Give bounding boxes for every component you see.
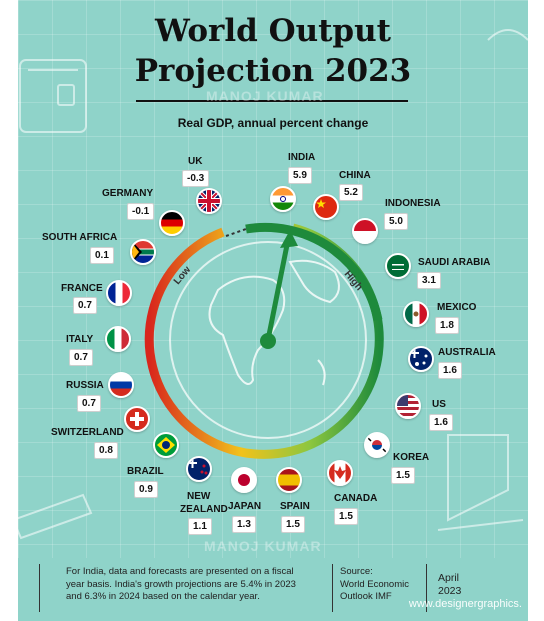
country-name: CANADA xyxy=(334,493,378,504)
notebook-sketch xyxy=(19,59,87,133)
poster: World Output Projection 2023 MANOJ KUMAR… xyxy=(18,0,528,621)
canada-flag-icon xyxy=(327,460,353,486)
country-value: 5.0 xyxy=(384,213,408,230)
uk-flag-icon xyxy=(196,188,222,214)
country-value: 5.2 xyxy=(339,184,363,201)
title-line-2: Projection 2023 xyxy=(134,53,412,89)
country-name: JAPAN xyxy=(228,501,262,512)
title-underline xyxy=(136,100,408,102)
country-value: -0.3 xyxy=(182,170,210,187)
country-name: UK xyxy=(188,156,203,167)
country-value: 0.7 xyxy=(69,349,93,366)
country-name: SAUDI ARABIA xyxy=(418,257,491,268)
indonesia-flag-icon xyxy=(352,218,378,244)
country-value: 1.3 xyxy=(232,516,256,533)
new-zealand-flag-icon xyxy=(186,456,212,482)
footer-note-line-1: For India, data and forecasts are presen… xyxy=(66,566,294,577)
footer-date-year: 2023 xyxy=(438,584,462,597)
decorative-sketches xyxy=(18,29,528,540)
country-name: SPAIN xyxy=(280,501,310,512)
footer-note-line-2: year basis. India's growth projections a… xyxy=(66,578,296,590)
country-name: SOUTH AFRICA xyxy=(42,232,118,243)
gauge: Low High xyxy=(144,222,384,459)
country-name: RUSSIA xyxy=(66,380,104,391)
mexico-flag-icon xyxy=(403,301,429,327)
gauge-needle-tip xyxy=(280,230,298,248)
country-name-line2: ZEALAND xyxy=(180,504,228,515)
spain-flag-icon xyxy=(276,467,302,493)
country-value: 0.1 xyxy=(90,247,114,264)
footer-source: Source: World Economic Outlook IMF xyxy=(340,566,409,604)
country-value: 1.5 xyxy=(391,467,415,484)
country-name: GERMANY xyxy=(102,188,154,199)
footer-source-line-1: Source: xyxy=(340,566,373,577)
country-name: US xyxy=(432,399,446,410)
country-name: ITALY xyxy=(66,334,94,345)
laptop-sketch xyxy=(447,434,509,522)
japan-flag-icon xyxy=(231,467,257,493)
china-flag-icon xyxy=(313,194,339,220)
footer-source-line-2: World Economic xyxy=(340,578,409,590)
country-name: SWITZERLAND xyxy=(51,427,124,438)
russia-flag-icon xyxy=(108,372,134,398)
footer-date-month: April xyxy=(438,572,460,584)
country-value: -0.1 xyxy=(127,203,155,220)
switzerland-flag-icon xyxy=(124,406,150,432)
gauge-arc-high xyxy=(245,222,383,321)
country-value: 1.6 xyxy=(429,414,453,431)
australia-flag-icon xyxy=(408,346,434,372)
india-flag-icon xyxy=(270,186,296,212)
us-flag-icon xyxy=(395,393,421,419)
website-watermark: www.designergraphics. xyxy=(408,598,522,610)
country-value: 0.7 xyxy=(73,297,97,314)
country-name: NEW xyxy=(187,491,211,502)
subtitle: Real GDP, annual percent change xyxy=(177,116,369,130)
clip-sketch xyxy=(487,29,528,41)
country-name: AUSTRALIA xyxy=(438,347,496,358)
country-value: 1.5 xyxy=(334,508,358,525)
globe-outline xyxy=(169,241,367,439)
country-value: 1.8 xyxy=(435,317,459,334)
country-name: KOREA xyxy=(393,452,430,463)
country-value: 0.8 xyxy=(94,442,118,459)
country-value: 1.1 xyxy=(188,518,212,535)
germany-flag-icon xyxy=(159,210,185,236)
south-africa-flag-icon xyxy=(130,239,156,265)
italy-flag-icon xyxy=(105,326,131,352)
country-value: 0.9 xyxy=(134,481,158,498)
country-value: 1.6 xyxy=(438,362,462,379)
country-name: BRAZIL xyxy=(127,466,164,477)
watermark-top: MANOJ KUMAR xyxy=(206,88,324,104)
footer-divider-right xyxy=(426,564,427,612)
country-value: 1.5 xyxy=(281,516,305,533)
france-flag-icon xyxy=(106,280,132,306)
country-name: FRANCE xyxy=(61,283,103,294)
country-value: 0.7 xyxy=(77,395,101,412)
footer-source-line-3: Outlook IMF xyxy=(340,591,392,602)
footer-divider-middle xyxy=(332,564,333,612)
country-name: INDIA xyxy=(288,152,316,163)
country-name: INDONESIA xyxy=(385,198,441,209)
footer-note-line-3: and 6.3% in 2024 based on the calendar y… xyxy=(66,591,260,602)
globe-continents xyxy=(208,259,340,386)
gauge-arc-gap xyxy=(225,228,247,237)
country-name: MEXICO xyxy=(437,302,477,313)
watermark-bottom: MANOJ KUMAR xyxy=(204,538,322,554)
title-line-1: World Output xyxy=(155,13,391,49)
saudi-arabia-flag-icon xyxy=(385,253,411,279)
footer: For India, data and forecasts are presen… xyxy=(18,558,528,621)
country-value: 3.1 xyxy=(417,272,441,289)
gauge-pivot xyxy=(260,333,276,349)
country-name: CHINA xyxy=(339,170,371,181)
korea-flag-icon xyxy=(364,432,390,458)
footer-date: April 2023 xyxy=(438,572,461,597)
brazil-flag-icon xyxy=(153,432,179,458)
footer-divider-left xyxy=(39,564,40,612)
pencil-sketch xyxy=(18,493,93,540)
country-value: 5.9 xyxy=(288,167,312,184)
footer-note: For India, data and forecasts are presen… xyxy=(66,566,296,604)
gauge-needle xyxy=(265,239,291,341)
